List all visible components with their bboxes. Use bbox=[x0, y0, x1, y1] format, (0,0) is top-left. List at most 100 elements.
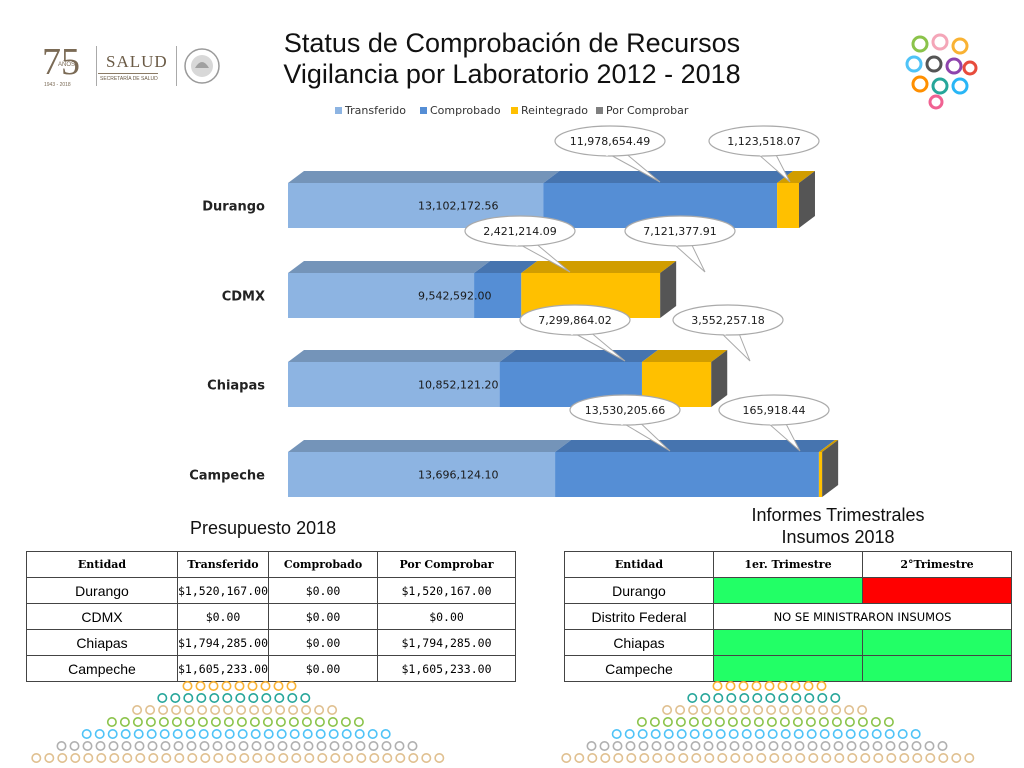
decorative-ring bbox=[701, 704, 712, 715]
legend-label: Comprobado bbox=[430, 104, 501, 117]
decorative-ring bbox=[107, 728, 118, 739]
decorative-ring bbox=[702, 728, 713, 739]
decorative-ring bbox=[794, 740, 805, 751]
table-row: Chiapas $1,794,285.00 $0.00 $1,794,285.0… bbox=[26, 629, 516, 656]
data-label: 165,918.44 bbox=[743, 404, 806, 417]
decorative-ring bbox=[394, 740, 405, 751]
bar-top-face bbox=[641, 350, 728, 362]
callout-bubble bbox=[519, 304, 631, 336]
cell-comprobado: $0.00 bbox=[268, 655, 379, 682]
decorative-ring bbox=[625, 740, 636, 751]
decorative-ring bbox=[395, 753, 406, 764]
decorative-ring bbox=[407, 740, 418, 751]
decorative-ring bbox=[821, 753, 832, 764]
decorative-ring bbox=[121, 740, 132, 751]
data-label: 13,696,124.10 bbox=[418, 469, 498, 482]
decorative-ring bbox=[237, 728, 248, 739]
decorative-ring bbox=[249, 704, 260, 715]
decorative-ring bbox=[766, 716, 777, 727]
decorative-ring bbox=[289, 728, 300, 739]
bar-segment-reintegrado bbox=[777, 183, 799, 228]
cell-transferido: $1,794,285.00 bbox=[176, 629, 270, 656]
bar-top-face bbox=[288, 261, 491, 273]
decorative-ring bbox=[263, 728, 274, 739]
decorative-ring bbox=[260, 681, 271, 691]
callout-joint bbox=[715, 329, 735, 335]
decorative-ring bbox=[304, 753, 315, 764]
data-callout: 13,530,205.66 bbox=[569, 394, 681, 452]
status-cell-trimestre-2 bbox=[862, 577, 1012, 604]
decorative-ring bbox=[122, 753, 133, 764]
decorative-ring bbox=[636, 716, 647, 727]
decorative-ring bbox=[820, 740, 831, 751]
cell-por-comprobar: $1,520,167.00 bbox=[377, 577, 516, 604]
decorative-ring bbox=[314, 704, 325, 715]
table-header-row: Entidad Transferido Comprobado Por Compr… bbox=[26, 551, 516, 578]
cell-entidad: Durango bbox=[564, 577, 714, 604]
bar-segment-comprobado bbox=[474, 273, 522, 318]
decorative-ring bbox=[845, 728, 856, 739]
decorative-ring bbox=[161, 753, 172, 764]
decorative-ring bbox=[873, 753, 884, 764]
decorative-ring bbox=[434, 753, 445, 764]
callout-joint bbox=[612, 419, 632, 425]
decorative-ring bbox=[937, 740, 948, 751]
decorative-ring bbox=[808, 753, 819, 764]
decorative-ring bbox=[341, 728, 352, 739]
header-entidad: Entidad bbox=[564, 551, 714, 578]
decorative-ring bbox=[691, 753, 702, 764]
decorative-ring bbox=[831, 704, 842, 715]
decorative-ring bbox=[742, 740, 753, 751]
category-label: Chiapas bbox=[207, 379, 265, 394]
decorative-ring bbox=[739, 693, 750, 703]
decorative-ring bbox=[369, 753, 380, 764]
bar-side-face bbox=[822, 440, 839, 497]
decorative-ring bbox=[275, 716, 286, 727]
decorative-ring bbox=[119, 716, 130, 727]
decorative-ring bbox=[278, 753, 289, 764]
chart-bars: Durango 13,102,172.56 11,978,654.49 1,123,5… bbox=[189, 125, 839, 497]
decorative-ring bbox=[912, 753, 923, 764]
decorative-ring bbox=[777, 681, 788, 691]
decorative-ring bbox=[135, 753, 146, 764]
decorative-ring bbox=[236, 704, 247, 715]
decorative-ring bbox=[286, 681, 297, 691]
decorative-ring bbox=[248, 693, 259, 703]
callout-bubble bbox=[624, 215, 736, 247]
decorative-ring bbox=[252, 753, 263, 764]
cell-transferido: $0.00 bbox=[176, 603, 270, 630]
decorative-ring bbox=[884, 728, 895, 739]
category-label: CDMX bbox=[222, 290, 265, 305]
decorative-ring bbox=[803, 681, 814, 691]
decorative-ring bbox=[675, 704, 686, 715]
decorative-ring bbox=[222, 693, 233, 703]
decorative-ring bbox=[830, 693, 841, 703]
decorative-ring bbox=[288, 704, 299, 715]
decorative-ring bbox=[225, 740, 236, 751]
decorative-ring bbox=[846, 740, 857, 751]
salud-logo: 75 AÑOS 1943 - 2018 SALUD SECRETARÍA DE … bbox=[38, 40, 228, 90]
decorative-ring bbox=[781, 740, 792, 751]
data-label: 7,299,864.02 bbox=[538, 314, 611, 327]
decorative-ring bbox=[675, 716, 686, 727]
callout-joint bbox=[507, 240, 527, 246]
decorative-ring bbox=[898, 740, 909, 751]
decorative-ring bbox=[756, 753, 767, 764]
status-cell-trimestre-2 bbox=[862, 655, 1012, 682]
decorative-ring bbox=[197, 704, 208, 715]
decorative-ring bbox=[199, 740, 210, 751]
decorative-ring bbox=[160, 740, 171, 751]
decorative-ring bbox=[109, 753, 120, 764]
callout-bubble bbox=[672, 304, 784, 336]
header-comprobado: Comprobado bbox=[268, 551, 379, 578]
decorative-ring bbox=[600, 753, 611, 764]
cell-entidad: Distrito Federal bbox=[564, 603, 714, 630]
decorative-ring bbox=[186, 740, 197, 751]
coat-of-arms-icon bbox=[184, 48, 220, 84]
decorative-ring bbox=[197, 716, 208, 727]
status-cell-trimestre-1 bbox=[713, 629, 863, 656]
logo-75: 75 bbox=[42, 41, 80, 83]
decorative-ring bbox=[223, 704, 234, 715]
decorative-ring bbox=[662, 716, 673, 727]
decorative-ring bbox=[652, 753, 663, 764]
